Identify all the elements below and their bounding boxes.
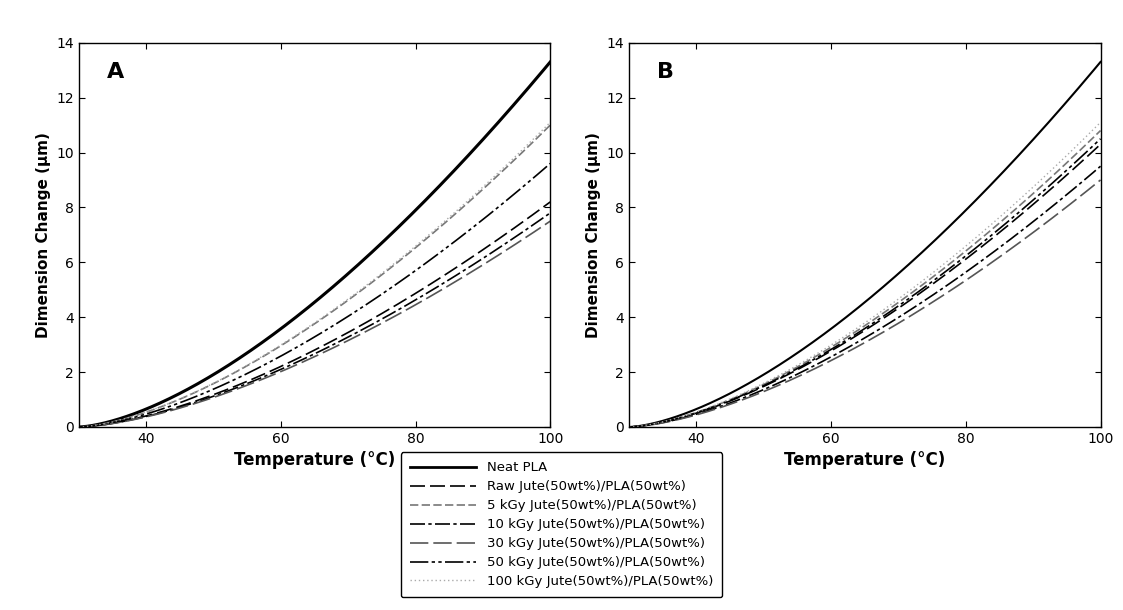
Text: A: A [107,62,125,82]
Text: B: B [657,62,674,82]
Y-axis label: Dimension Change (μm): Dimension Change (μm) [36,132,51,338]
X-axis label: Temperature (°C): Temperature (°C) [784,451,946,470]
Y-axis label: Dimension Change (μm): Dimension Change (μm) [586,132,601,338]
X-axis label: Temperature (°C): Temperature (°C) [234,451,395,470]
Legend: Neat PLA, Raw Jute(50wt%)/PLA(50wt%), 5 kGy Jute(50wt%)/PLA(50wt%), 10 kGy Jute(: Neat PLA, Raw Jute(50wt%)/PLA(50wt%), 5 … [401,452,722,597]
